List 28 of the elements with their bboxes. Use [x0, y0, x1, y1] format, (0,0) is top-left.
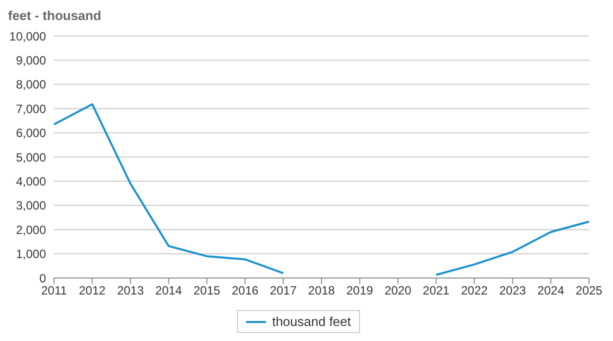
y-tick-label: 0: [39, 271, 46, 286]
legend-label: thousand feet: [272, 314, 351, 329]
x-tick-label: 2018: [308, 284, 336, 298]
x-tick-label: 2022: [461, 284, 488, 298]
y-tick-label: 1,000: [16, 247, 46, 262]
x-tick-label: 2016: [232, 284, 259, 298]
y-axis-title: feet - thousand: [8, 8, 102, 23]
x-tick-label: 2024: [537, 284, 564, 298]
x-tick-label: 2013: [117, 284, 144, 298]
x-tick-label: 2021: [422, 284, 450, 298]
x-tick-label: 2014: [155, 284, 182, 298]
y-tick-label: 4,000: [16, 174, 46, 188]
x-tick-label: 2020: [384, 284, 412, 298]
y-tick-label: 8,000: [16, 78, 46, 92]
x-tick-label: 2025: [576, 284, 603, 298]
y-tick-label: 2,000: [16, 222, 46, 237]
y-tick-label: 5,000: [16, 150, 46, 164]
x-tick-label: 2019: [346, 284, 374, 298]
y-tick-label: 6,000: [16, 126, 46, 140]
x-tick-label: 2012: [78, 284, 106, 298]
x-tick-label: 2017: [270, 284, 297, 298]
x-tick-label: 2015: [194, 284, 221, 298]
x-tick-label: 2011: [41, 284, 68, 298]
y-tick-label: 9,000: [16, 53, 46, 68]
y-tick-label: 10,000: [9, 29, 46, 44]
y-tick-label: 3,000: [16, 198, 46, 213]
y-tick-label: 7,000: [16, 102, 46, 116]
x-tick-label: 2023: [499, 284, 526, 298]
